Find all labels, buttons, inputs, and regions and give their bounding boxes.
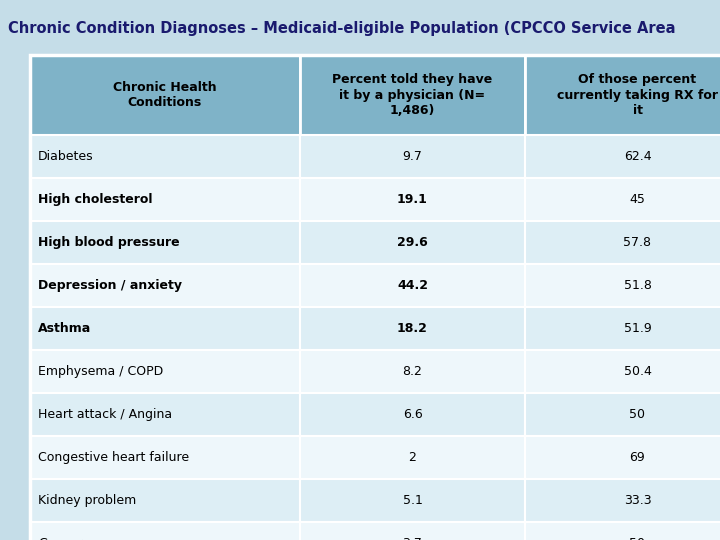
Bar (525, 436, 720, 479)
Text: 50.4: 50.4 (624, 365, 652, 378)
Bar (525, 178, 720, 221)
Bar (30, 264, 300, 307)
Bar (525, 350, 720, 393)
Bar (300, 135, 525, 178)
Text: 44.2: 44.2 (397, 279, 428, 292)
Text: Chronic Health
Conditions: Chronic Health Conditions (113, 81, 217, 109)
Text: Heart attack / Angina: Heart attack / Angina (38, 408, 172, 421)
Bar (30, 350, 300, 393)
Bar (525, 393, 720, 436)
Bar (30, 479, 300, 522)
Bar (525, 264, 720, 307)
Text: 69: 69 (629, 451, 645, 464)
Text: 2: 2 (408, 451, 416, 464)
Text: 45: 45 (629, 193, 645, 206)
Text: Congestive heart failure: Congestive heart failure (38, 451, 189, 464)
Bar (30, 436, 300, 479)
Text: 19.1: 19.1 (397, 193, 428, 206)
Text: 18.2: 18.2 (397, 322, 428, 335)
Bar (300, 522, 525, 540)
Bar (300, 393, 525, 436)
Bar (525, 55, 720, 135)
Text: 3.7: 3.7 (402, 537, 423, 540)
Text: Cancer: Cancer (38, 537, 82, 540)
Text: 5.1: 5.1 (402, 494, 423, 507)
Text: 33.3: 33.3 (624, 494, 652, 507)
Bar (525, 135, 720, 178)
Text: High cholesterol: High cholesterol (38, 193, 153, 206)
Bar (300, 479, 525, 522)
Text: Asthma: Asthma (38, 322, 91, 335)
Text: Diabetes: Diabetes (38, 150, 94, 163)
Text: Depression / anxiety: Depression / anxiety (38, 279, 182, 292)
Text: Emphysema / COPD: Emphysema / COPD (38, 365, 163, 378)
Bar (300, 264, 525, 307)
Text: Kidney problem: Kidney problem (38, 494, 136, 507)
Bar (30, 221, 300, 264)
Text: Of those percent
currently taking RX for
it: Of those percent currently taking RX for… (557, 73, 718, 117)
Text: 51.8: 51.8 (624, 279, 652, 292)
Bar (30, 393, 300, 436)
Bar (30, 307, 300, 350)
Bar (300, 436, 525, 479)
Bar (525, 307, 720, 350)
Bar (300, 178, 525, 221)
Bar (30, 522, 300, 540)
Text: 50: 50 (629, 537, 646, 540)
Text: 57.8: 57.8 (624, 236, 652, 249)
Text: 8.2: 8.2 (402, 365, 423, 378)
Bar (525, 522, 720, 540)
Bar (300, 307, 525, 350)
Bar (525, 221, 720, 264)
Bar (300, 221, 525, 264)
Bar (300, 350, 525, 393)
Text: 51.9: 51.9 (624, 322, 652, 335)
Text: 50: 50 (629, 408, 646, 421)
Bar (525, 479, 720, 522)
Bar (30, 178, 300, 221)
Bar (30, 135, 300, 178)
Text: 62.4: 62.4 (624, 150, 652, 163)
Text: 9.7: 9.7 (402, 150, 423, 163)
Text: High blood pressure: High blood pressure (38, 236, 179, 249)
Text: 29.6: 29.6 (397, 236, 428, 249)
Text: Chronic Condition Diagnoses – Medicaid-eligible Population (CPCCO Service Area: Chronic Condition Diagnoses – Medicaid-e… (8, 21, 675, 36)
Bar (300, 55, 525, 135)
Bar (30, 55, 300, 135)
Text: Percent told they have
it by a physician (N=
1,486): Percent told they have it by a physician… (333, 73, 492, 117)
Text: 6.6: 6.6 (402, 408, 423, 421)
